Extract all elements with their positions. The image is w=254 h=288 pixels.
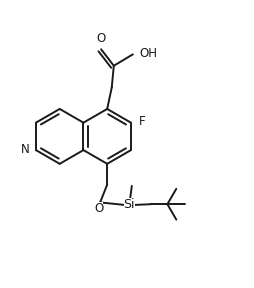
Text: F: F [139, 115, 146, 128]
Text: Si: Si [123, 198, 135, 211]
Text: O: O [94, 202, 103, 215]
Text: OH: OH [139, 47, 157, 60]
Text: O: O [96, 32, 105, 45]
Text: N: N [21, 143, 29, 156]
